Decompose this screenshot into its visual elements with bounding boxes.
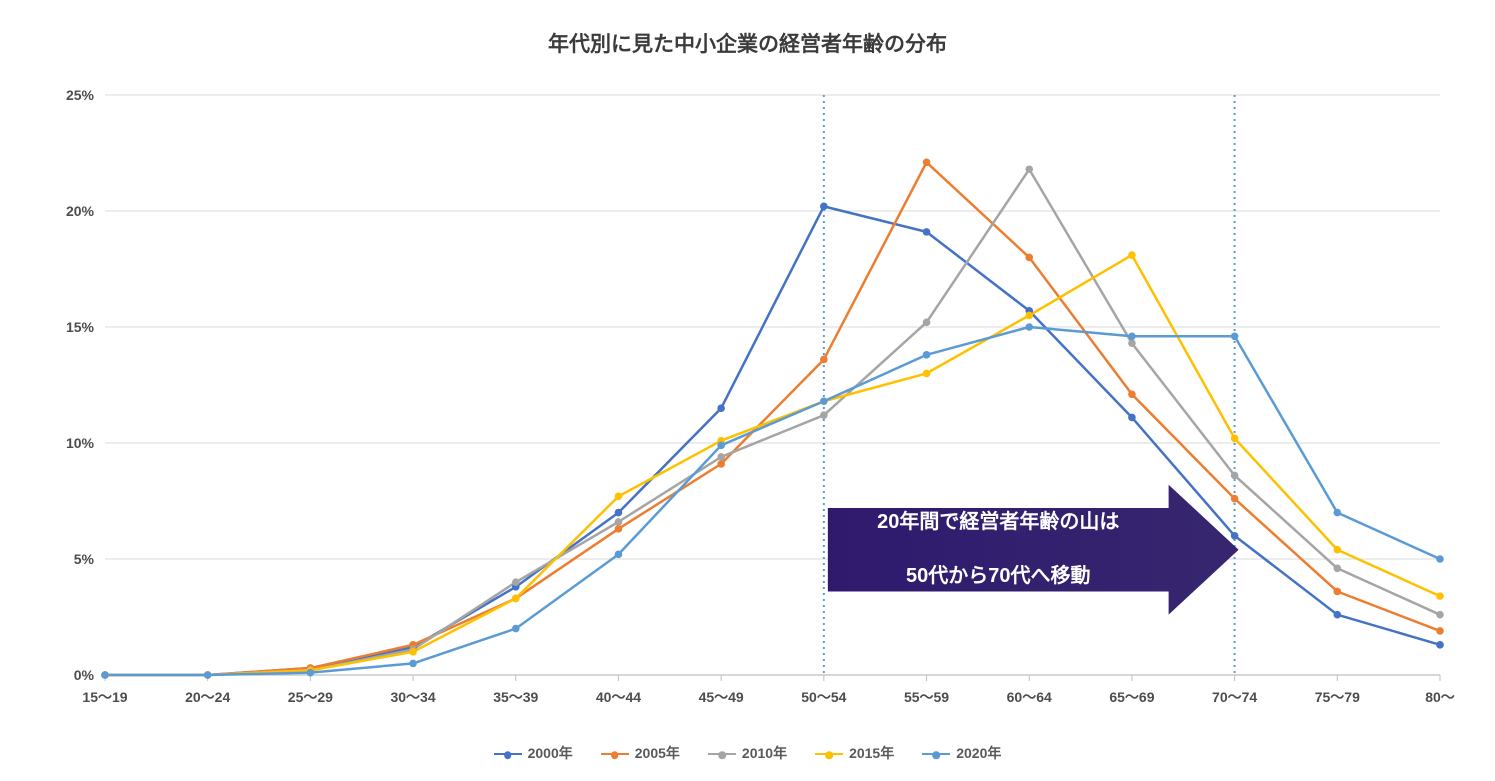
- legend-marker: [718, 752, 726, 760]
- legend-marker: [504, 752, 512, 760]
- legend-label: 2000年: [528, 745, 573, 761]
- plot-svg: [50, 95, 1440, 715]
- chart-container: 年代別に見た中小企業の経営者年齢の分布 20年間で経営者年齢の山は 50代から7…: [0, 0, 1495, 781]
- x-axis-label: 75～79: [1315, 687, 1360, 707]
- legend-swatch: [708, 753, 736, 755]
- y-axis-label: 0%: [50, 667, 94, 683]
- y-axis-label: 5%: [50, 551, 94, 567]
- chart-title: 年代別に見た中小企業の経営者年齢の分布: [0, 28, 1495, 58]
- annotation-arrow-text: 20年間で経営者年齢の山は 50代から70代へ移動: [828, 508, 1169, 592]
- x-axis-label: 40～44: [596, 687, 641, 707]
- legend-swatch: [922, 753, 950, 755]
- y-axis-label: 15%: [50, 319, 94, 335]
- legend-marker: [932, 752, 940, 760]
- x-axis-label: 55～59: [904, 687, 949, 707]
- x-axis-label: 80～: [1425, 687, 1455, 707]
- x-axis-label: 60～64: [1007, 687, 1052, 707]
- y-axis-label: 10%: [50, 435, 94, 451]
- annotation-line-2: 50代から70代へ移動: [906, 563, 1091, 590]
- x-axis-label: 65～69: [1109, 687, 1154, 707]
- legend-item: 2010年: [708, 743, 787, 763]
- legend-label: 2015年: [849, 745, 894, 761]
- x-axis-label: 15～19: [82, 687, 127, 707]
- legend-swatch: [601, 753, 629, 755]
- x-axis-label: 35～39: [493, 687, 538, 707]
- x-axis-label: 25～29: [288, 687, 333, 707]
- x-axis-label: 30～34: [390, 687, 435, 707]
- plot-area: 20年間で経営者年齢の山は 50代から70代へ移動 0% 5% 10% 15% 20% 2…: [50, 95, 1440, 715]
- legend: 2000年 2005年 2010年 2015年 2020年: [0, 743, 1495, 763]
- x-axis-label: 50～54: [801, 687, 846, 707]
- legend-marker: [611, 752, 619, 760]
- legend-swatch: [494, 753, 522, 755]
- x-axis-label: 20～24: [185, 687, 230, 707]
- legend-item: 2000年: [494, 743, 573, 763]
- legend-item: 2015年: [815, 743, 894, 763]
- legend-label: 2010年: [742, 745, 787, 761]
- y-axis-label: 25%: [50, 87, 94, 103]
- legend-swatch: [815, 753, 843, 755]
- x-axis-label: 70～74: [1212, 687, 1257, 707]
- y-axis-label: 20%: [50, 203, 94, 219]
- legend-label: 2005年: [635, 745, 680, 761]
- legend-item: 2005年: [601, 743, 680, 763]
- legend-label: 2020年: [956, 745, 1001, 761]
- annotation-line-1: 20年間で経営者年齢の山は: [877, 509, 1119, 536]
- legend-item: 2020年: [922, 743, 1001, 763]
- legend-marker: [825, 752, 833, 760]
- x-axis-label: 45～49: [699, 687, 744, 707]
